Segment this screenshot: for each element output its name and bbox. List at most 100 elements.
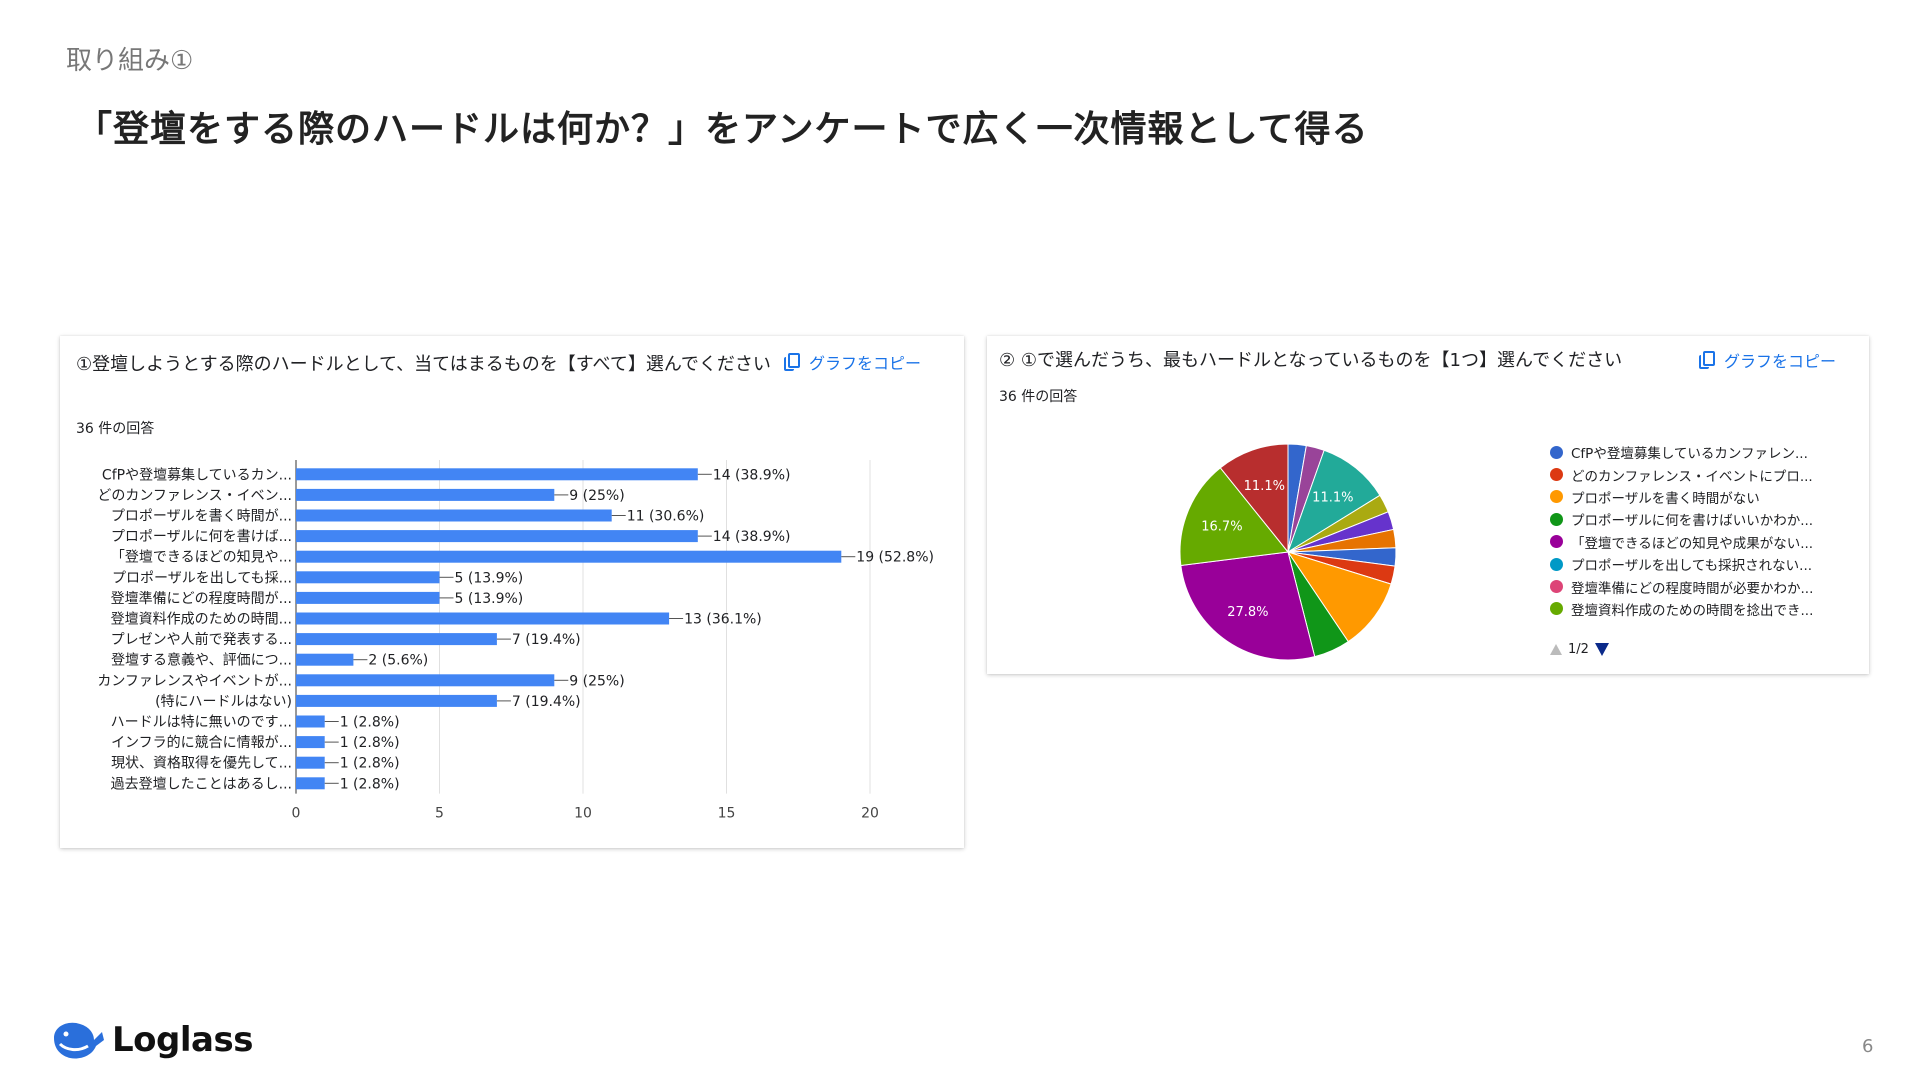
data-label: 14 (38.9%) [713,529,791,545]
bar [296,530,698,543]
legend-swatch [1550,580,1563,594]
bar [296,633,497,646]
data-label: 2 (5.6%) [368,653,428,669]
data-label: 9 (25%) [569,673,624,689]
copy-chart-button[interactable]: グラフをコピー [1699,348,1836,372]
bar [296,591,440,604]
bar [296,756,325,769]
legend-label: プロポーザルに何を書けばいいかわか... [1571,513,1814,530]
legend-item: CfPや登壇募集しているカンファレン... [1550,441,1813,463]
legend-swatch [1550,535,1563,549]
x-tick-label: 0 [292,806,301,822]
data-label: 14 (38.9%) [713,467,791,483]
data-label: 9 (25%) [569,488,624,504]
category-label: (特にハードルはない) [155,694,292,710]
loglass-logo: Loglass [50,1018,253,1062]
category-label: どのカンファレンス・イベン... [97,488,292,504]
pie-chart-card: ② ①で選んだうち、最もハードルとなっているものを【1つ】選んでください グラフ… [987,336,1869,674]
pie-legend: CfPや登壇募集しているカンファレン... どのカンファレンス・イベントにプロ..… [1550,441,1813,620]
bar [296,777,325,790]
bar [296,571,440,584]
bar-chart-card: ①登壇しようとする際のハードルとして、当てはまるものを【すべて】選んでください … [60,336,964,848]
category-label: プロポーザルを出しても採... [112,570,292,586]
slice-percent-label: 11.1% [1244,479,1285,494]
copy-icon [1699,351,1715,369]
whale-logo-icon [54,1022,104,1059]
slide-headline: 「登壇をする際のハードルは何か？」をアンケートで広く一次情報として得る [76,109,1369,150]
data-label: 19 (52.8%) [856,550,934,566]
question-title: ② ①で選んだうち、最もハードルとなっているものを【1つ】選んでください [999,350,1623,371]
bar [296,715,325,728]
legend-label: 「登壇できるほどの知見や成果がない... [1571,535,1814,552]
legend-label: プロポーザルを書く時間がない [1571,490,1760,507]
page-number: 6 [1862,1036,1874,1057]
data-label: 7 (19.4%) [512,632,581,648]
bar [296,736,325,749]
legend-label: 登壇資料作成のための時間を捻出でき... [1571,602,1814,619]
data-label: 5 (13.9%) [455,591,524,607]
category-label: 過去登壇したことはあるし... [111,775,292,792]
category-label: 「登壇できるほどの知見や... [111,549,292,566]
legend-label: 登壇準備にどの程度時間が必要かわか... [1571,580,1814,597]
logo-wordmark: Loglass [112,1020,253,1060]
previous-page-icon[interactable] [1550,644,1562,655]
question-title: ①登壇しようとする際のハードルとして、当てはまるものを【すべて】選んでください [76,354,771,375]
legend-item: どのカンファレンス・イベントにプロ... [1550,463,1813,485]
category-label: ハードルは特に無いのです... [111,715,292,731]
copy-chart-button[interactable]: グラフをコピー [784,350,921,374]
category-label: 登壇する意義や、評価につ... [111,652,292,669]
pager-label: 1/2 [1568,642,1589,657]
category-label: カンファレンスやイベントが... [97,673,292,689]
pie-slice [1179,467,1289,567]
category-label: 現状、資格取得を優先して... [111,755,292,772]
x-tick-label: 15 [718,806,736,822]
legend-swatch [1550,602,1563,616]
category-label: プロポーザルに何を書けば... [111,529,292,545]
legend-swatch [1550,445,1563,459]
data-label: 13 (36.1%) [684,612,762,628]
pie-chart: 11.1% 27.8% 16.7% 11.1% [1179,443,1397,661]
bar [296,550,842,563]
copy-icon [784,353,800,371]
category-label: プレゼンや人前で発表する... [111,631,292,648]
data-label: 1 (2.8%) [340,735,400,751]
legend-swatch [1550,490,1563,504]
data-label: 11 (30.6%) [627,509,705,525]
legend-item: 「登壇できるほどの知見や成果がない... [1550,531,1813,553]
data-label: 5 (13.9%) [455,570,524,586]
legend-swatch [1550,557,1563,571]
bar [296,694,497,707]
legend-item: プロポーザルに何を書けばいいかわか... [1550,508,1813,530]
bar [296,612,670,625]
slice-percent-label: 11.1% [1312,491,1353,506]
response-count: 36 件の回答 [999,389,1078,405]
x-tick-label: 5 [435,806,444,822]
bar [296,653,354,666]
legend-swatch [1550,512,1563,526]
legend-item: プロポーザルを出しても採択されない... [1550,553,1813,575]
bar-chart: 0 5 10 15 20 CfPや登壇募集しているカン... 14 (38.9%) どのカンフ… [97,460,934,822]
x-tick-label: 10 [574,806,592,822]
legend-label: どのカンファレンス・イベントにプロ... [1571,468,1813,485]
data-label: 1 (2.8%) [340,756,400,772]
copy-chart-label: グラフをコピー [809,354,922,373]
x-tick-label: 20 [861,806,879,822]
legend-label: CfPや登壇募集しているカンファレン... [1571,446,1808,463]
category-label: 登壇準備にどの程度時間が... [111,590,292,607]
pie-slice [1219,443,1289,554]
slice-percent-label: 27.8% [1227,605,1268,620]
legend-item: 登壇準備にどの程度時間が必要かわか... [1550,575,1813,597]
category-label: CfPや登壇募集しているカン... [102,466,292,483]
bar [296,488,555,501]
data-label: 1 (2.8%) [340,776,400,792]
copy-chart-label: グラフをコピー [1724,352,1837,371]
legend-label: プロポーザルを出しても採択されない... [1571,558,1813,575]
pie-slice [1286,551,1392,643]
pie-slice [1180,551,1316,661]
data-label: 7 (19.4%) [512,694,581,710]
next-page-icon[interactable] [1594,643,1609,656]
bar [296,468,698,481]
legend-item: プロポーザルを書く時間がない [1550,486,1813,508]
slice-percent-label: 16.7% [1201,519,1242,534]
category-label: プロポーザルを書く時間が... [111,509,292,525]
